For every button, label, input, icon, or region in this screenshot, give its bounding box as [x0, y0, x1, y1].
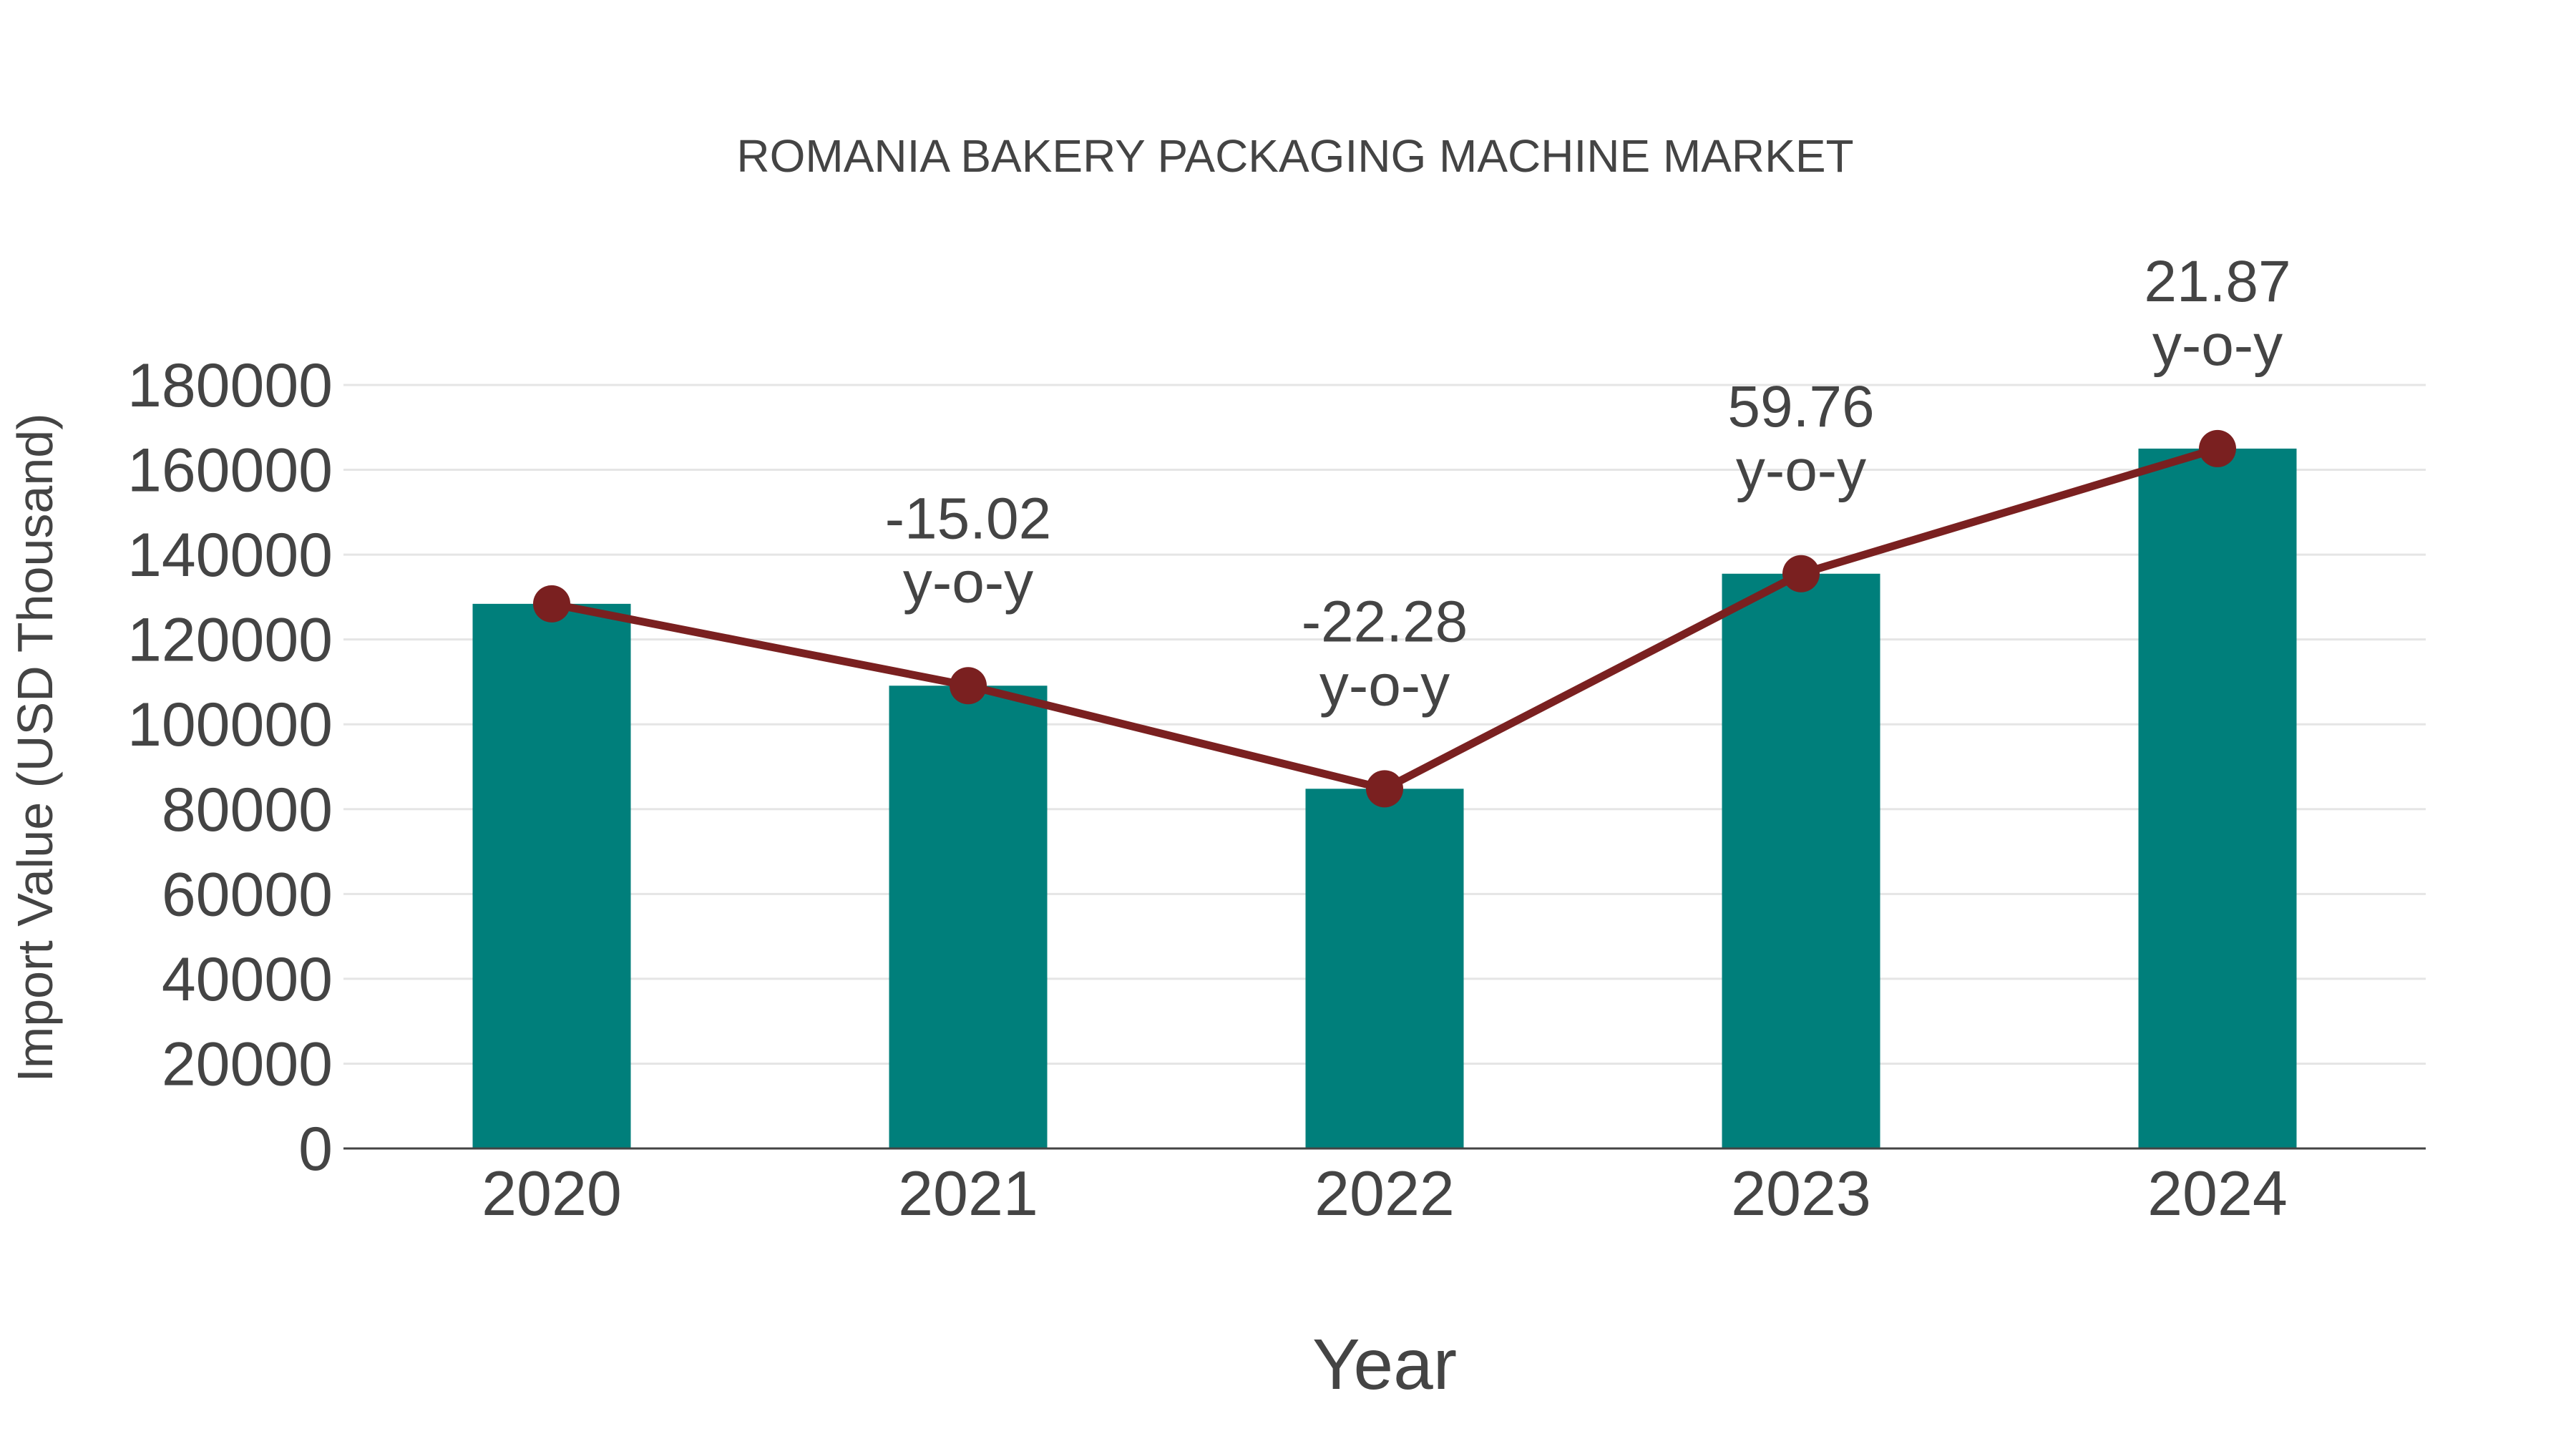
- y-tick-label: 20000: [162, 1030, 333, 1098]
- bar-2021: [889, 686, 1048, 1148]
- y-tick-label: 60000: [162, 860, 333, 929]
- x-axis-ticks: 2020 2021 2022 2023 2024: [482, 1158, 2288, 1229]
- yoy-annotation-2021: -15.02y-o-y: [885, 486, 1052, 615]
- y-tick-label: 0: [298, 1115, 333, 1184]
- yoy-unit: y-o-y: [1319, 653, 1450, 718]
- yoy-value: -15.02: [885, 486, 1052, 551]
- chart-title: ROMANIA BAKERY PACKAGING MACHINE MARKET: [736, 130, 1853, 182]
- y-tick-label: 40000: [162, 945, 333, 1014]
- yoy-value: -22.28: [1302, 589, 1468, 654]
- y-tick-label: 140000: [127, 521, 333, 590]
- trend-line: [533, 429, 2236, 808]
- bar-2024: [2138, 448, 2297, 1148]
- bars: [472, 448, 2297, 1148]
- yoy-annotation-2022: -22.28y-o-y: [1302, 589, 1468, 718]
- trend-marker-2024: [2199, 429, 2236, 467]
- yoy-annotation-2024: 21.87y-o-y: [2144, 249, 2290, 378]
- trend-marker-2020: [533, 585, 570, 623]
- trend-marker-2022: [1366, 770, 1403, 808]
- trend-marker-2023: [1782, 555, 1820, 592]
- x-tick-label: 2023: [1731, 1158, 1871, 1229]
- yoy-value: 59.76: [1727, 374, 1874, 439]
- y-tick-label: 160000: [127, 436, 333, 505]
- trend-marker-2021: [950, 667, 987, 705]
- bar-2020: [472, 603, 631, 1148]
- y-tick-label: 120000: [127, 606, 333, 675]
- y-axis-ticks: 0 20000 40000 60000 80000 100000 120000 140000 1…: [127, 351, 333, 1184]
- y-tick-label: 180000: [127, 351, 333, 420]
- yoy-unit: y-o-y: [2152, 313, 2283, 378]
- y-axis-title: Import Value (USD Thousand): [7, 413, 63, 1082]
- x-tick-label: 2021: [898, 1158, 1038, 1229]
- yoy-unit: y-o-y: [1736, 438, 1866, 503]
- y-tick-label: 80000: [162, 776, 333, 844]
- y-tick-label: 100000: [127, 691, 333, 759]
- yoy-annotations: -15.02y-o-y-22.28y-o-y59.76y-o-y21.87y-o…: [885, 249, 2291, 718]
- yoy-annotation-2023: 59.76y-o-y: [1727, 374, 1874, 503]
- x-tick-label: 2022: [1314, 1158, 1455, 1229]
- x-tick-label: 2020: [482, 1158, 622, 1229]
- gridlines: [343, 384, 2426, 1065]
- yoy-unit: y-o-y: [903, 550, 1033, 615]
- x-tick-label: 2024: [2147, 1158, 2288, 1229]
- yoy-value: 21.87: [2144, 249, 2290, 314]
- bar-2023: [1722, 573, 1880, 1148]
- bar-2022: [1305, 789, 1464, 1148]
- x-axis-title: Year: [1312, 1324, 1457, 1405]
